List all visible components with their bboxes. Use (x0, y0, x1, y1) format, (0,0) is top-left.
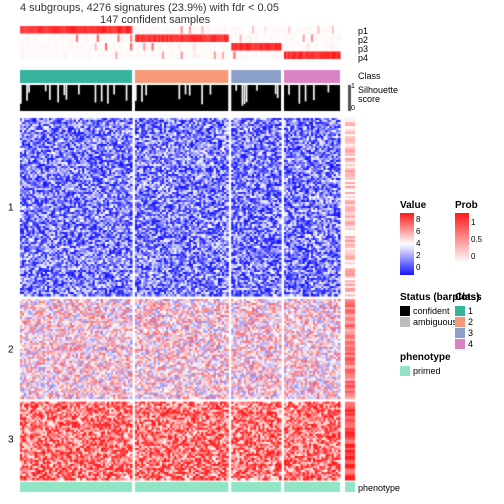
sil-tick-0: 0 (351, 105, 355, 112)
track-label-sil: Silhouette score (358, 86, 398, 104)
legend-item: 3 (455, 327, 482, 338)
legend-item: 4 (455, 338, 482, 349)
track-label-class: Class (358, 71, 381, 81)
legend-prob-tick: 0 (471, 248, 482, 265)
legend-prob-tick: 1 (471, 214, 482, 231)
legend-value: Value 8 6 4 2 0 (400, 200, 426, 213)
rowgroup-1: 1 (8, 203, 14, 214)
legend-phenotype: phenotype primed (400, 352, 451, 376)
legend-value-tick: 6 (416, 226, 420, 238)
legend-class: Class 1234 (455, 292, 482, 349)
rowgroup-2: 2 (8, 345, 14, 356)
legend-value-gradient (400, 213, 414, 275)
legend-prob-title: Prob (455, 200, 478, 211)
legend-value-tick: 0 (416, 262, 420, 274)
legend-value-tick: 4 (416, 238, 420, 250)
legend-item: primed (400, 365, 451, 376)
legend-prob-tick: 0.5 (471, 231, 482, 248)
sil-tick-1: 1 (351, 83, 355, 90)
legend-prob-gradient (455, 213, 469, 263)
legend-phen-title: phenotype (400, 352, 451, 363)
legend-value-tick: 8 (416, 214, 420, 226)
rowgroup-3: 3 (8, 435, 14, 446)
heatmap-canvas (0, 0, 504, 504)
track-label-pheno: phenotype (358, 483, 400, 493)
track-label-p4: p4 (358, 53, 368, 63)
legend-item: 2 (455, 316, 482, 327)
legend-class-title: Class (455, 292, 482, 303)
legend-value-title: Value (400, 200, 426, 211)
legend-prob: Prob 1 0.5 0 (455, 200, 478, 213)
legend-value-tick: 2 (416, 250, 420, 262)
legend-item: 1 (455, 305, 482, 316)
